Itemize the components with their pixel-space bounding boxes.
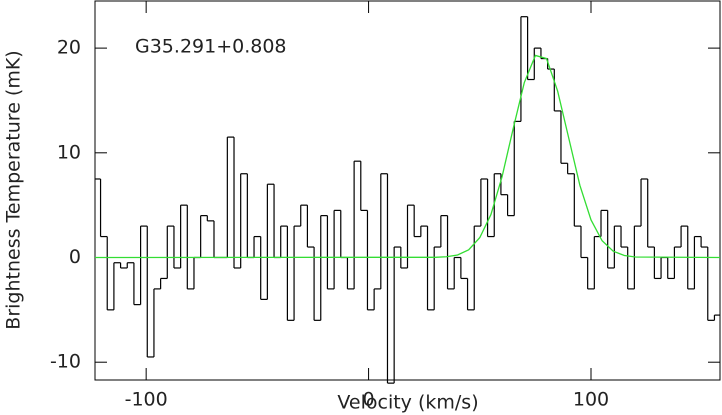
gaussian-fit	[94, 54, 721, 259]
annotation: G35.291+0.808	[135, 36, 287, 58]
plot-frame	[94, 0, 721, 381]
y-axis-label: Brightness Temperature (mK)	[3, 50, 25, 329]
x-tick-label: 100	[573, 389, 609, 411]
y-tick-label: 20	[57, 37, 81, 59]
y-tick-label: 0	[69, 246, 81, 268]
x-tick-label: 0	[363, 389, 375, 411]
y-tick-label: 10	[57, 141, 81, 163]
x-axis-label: Velocity (km/s)	[337, 392, 478, 414]
y-tick-label: -10	[50, 351, 81, 373]
x-tick-label: -100	[125, 389, 168, 411]
